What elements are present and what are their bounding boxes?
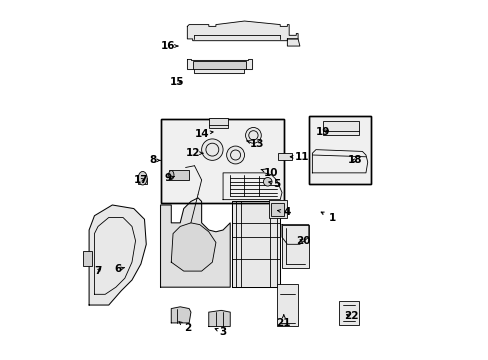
Bar [268, 200, 286, 217]
Text: 2: 2 [179, 321, 191, 333]
Ellipse shape [138, 171, 147, 185]
Bar [160, 119, 283, 203]
Text: 11: 11 [290, 152, 308, 162]
Bar [271, 203, 283, 216]
Bar [308, 116, 370, 184]
Polygon shape [231, 202, 280, 287]
Bar [282, 225, 308, 267]
Bar [192, 62, 246, 69]
Bar [339, 301, 358, 325]
Text: 9: 9 [164, 173, 174, 183]
Polygon shape [282, 225, 308, 244]
Text: 3: 3 [215, 327, 226, 337]
Bar [160, 119, 283, 203]
Text: 16: 16 [160, 41, 178, 51]
Polygon shape [208, 310, 230, 327]
Polygon shape [171, 223, 216, 271]
Polygon shape [187, 21, 298, 41]
Polygon shape [187, 59, 251, 73]
Text: 8: 8 [149, 156, 160, 165]
Bar [323, 121, 358, 135]
Text: 6: 6 [114, 264, 124, 274]
Bar [308, 116, 370, 184]
Text: 21: 21 [276, 315, 290, 328]
Polygon shape [223, 173, 282, 200]
Text: 18: 18 [347, 156, 362, 165]
Text: 17: 17 [133, 175, 148, 185]
Polygon shape [89, 205, 146, 305]
Polygon shape [160, 198, 230, 287]
Circle shape [226, 146, 244, 164]
Bar [276, 284, 298, 327]
Text: 13: 13 [246, 139, 264, 149]
Bar [138, 178, 147, 184]
Bar [208, 118, 228, 128]
Text: 5: 5 [268, 179, 280, 189]
Text: 14: 14 [194, 129, 213, 139]
Circle shape [245, 127, 261, 143]
Text: 1: 1 [321, 212, 335, 222]
Polygon shape [287, 39, 299, 46]
Text: 15: 15 [169, 77, 183, 87]
Circle shape [201, 139, 223, 160]
Text: 7: 7 [94, 266, 102, 276]
Text: 4: 4 [277, 207, 290, 217]
Bar [83, 251, 92, 266]
Circle shape [263, 177, 271, 186]
Polygon shape [171, 307, 190, 323]
Bar [169, 170, 189, 180]
Text: 19: 19 [315, 127, 329, 137]
Text: 12: 12 [185, 148, 203, 158]
Polygon shape [312, 150, 367, 173]
Text: 20: 20 [296, 236, 310, 246]
Bar [278, 153, 291, 160]
Ellipse shape [168, 171, 174, 180]
Text: 22: 22 [344, 311, 358, 321]
Text: 10: 10 [261, 168, 278, 178]
